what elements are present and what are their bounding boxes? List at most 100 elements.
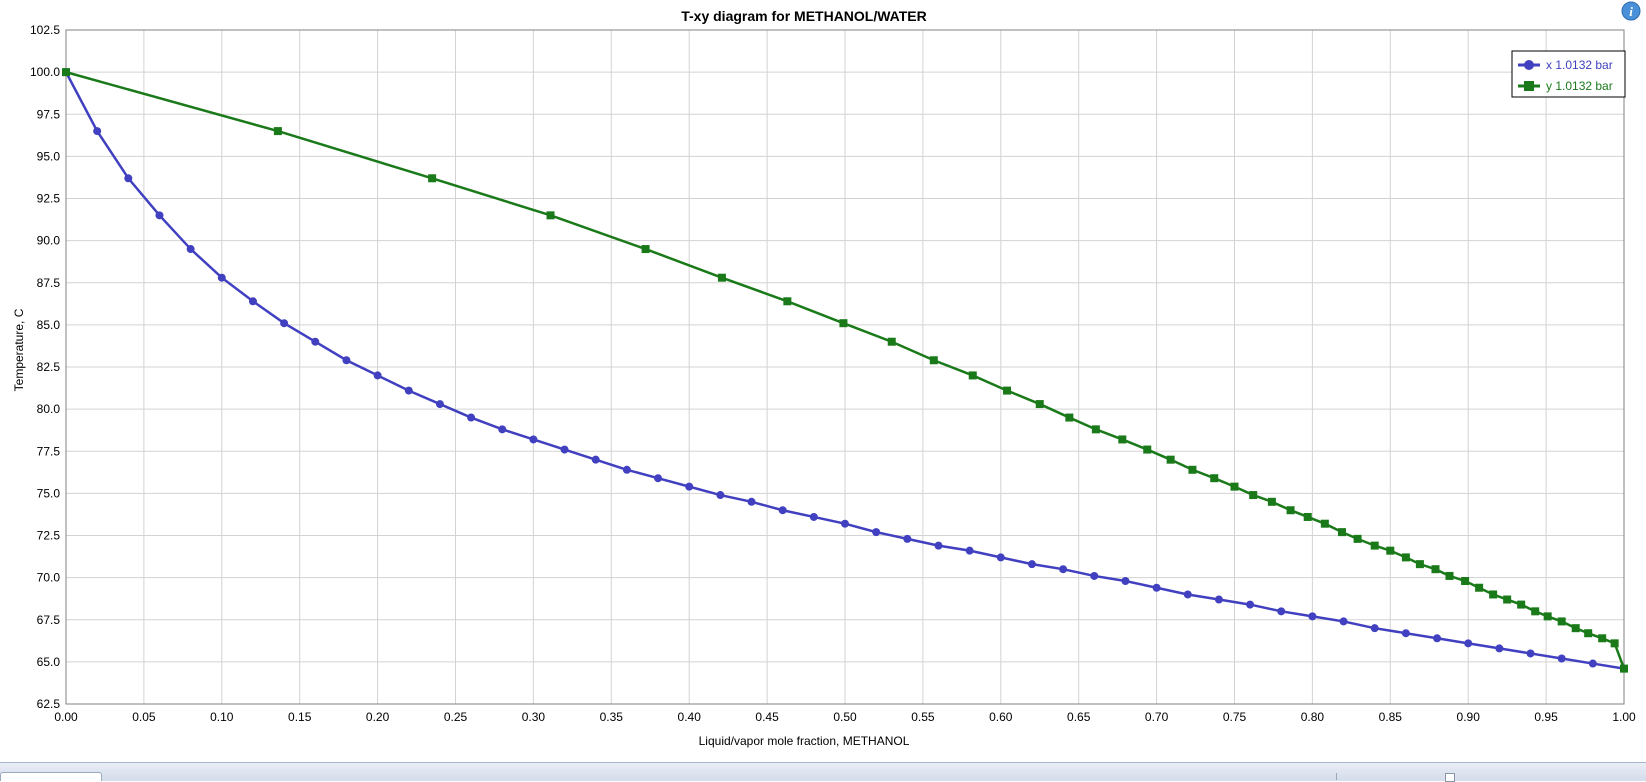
data-point [280,319,289,328]
data-point [217,273,226,282]
x-tick-label: 0.30 [522,710,546,724]
data-point [273,127,282,136]
x-tick-label: 0.40 [678,710,702,724]
data-point [311,337,320,346]
data-point [654,474,663,483]
data-point [968,371,977,380]
legend-label: x 1.0132 bar [1546,58,1613,72]
data-point [1401,553,1410,562]
data-point [1121,576,1130,585]
y-tick-label: 65.0 [37,655,61,669]
data-point [498,425,507,434]
data-point [1214,595,1223,604]
data-point [1475,583,1484,592]
data-point [1588,659,1597,668]
y-tick-label: 87.5 [37,276,61,290]
y-tick-label: 62.5 [37,697,61,711]
data-point [1386,546,1395,555]
data-point [1188,465,1197,474]
data-point [1370,624,1379,633]
y-tick-label: 75.0 [37,486,61,500]
data-point [783,297,792,306]
data-point [1557,654,1566,663]
x-tick-label: 0.95 [1534,710,1558,724]
y-tick-label: 85.0 [37,318,61,332]
data-point [1445,571,1454,580]
data-point [591,455,600,464]
legend: x 1.0132 bar y 1.0132 bar [1511,50,1626,98]
data-point [1489,590,1498,599]
y-tick-label: 77.5 [37,444,61,458]
data-point [809,512,818,521]
data-point [1210,474,1219,483]
data-point [872,528,881,537]
data-point [1526,649,1535,658]
data-point [1495,644,1504,653]
data-point [1090,571,1099,580]
data-point [841,519,849,528]
data-point [747,497,756,506]
y-tick-label: 102.5 [30,23,60,37]
y-tick-label: 82.5 [37,360,61,374]
y-axis-title: Temperature, C [12,308,26,391]
data-point [155,211,164,220]
data-point [560,445,569,454]
scrollbar-thumb[interactable] [1445,773,1455,782]
data-point [1338,528,1347,537]
x-tick-label: 0.45 [755,710,779,724]
y-tick-label: 95.0 [37,149,61,163]
data-point [186,245,195,254]
data-point [887,337,896,346]
x-tick-label: 0.70 [1145,710,1169,724]
data-point [62,68,70,77]
data-point [1620,664,1628,673]
x-tick-label: 0.25 [444,710,468,724]
data-point [1503,595,1512,604]
data-point [1249,491,1258,500]
x-tick-label: 0.85 [1379,710,1403,724]
data-point [1118,435,1127,444]
x-tick-label: 0.00 [54,710,78,724]
data-point [1003,386,1012,395]
x-tick-label: 0.50 [833,710,857,724]
data-point [965,546,974,555]
data-point [1464,639,1473,648]
data-point [1065,413,1074,422]
legend-label: y 1.0132 bar [1546,79,1613,93]
data-point [1166,455,1175,464]
data-point [404,386,413,395]
plot-area-frame [65,29,1625,705]
data-point [1431,565,1440,574]
y-tick-label: 97.5 [37,107,61,121]
data-point [641,245,650,254]
x-tick-label: 1.00 [1612,710,1636,724]
legend-marker [1524,60,1534,70]
data-point [1152,583,1161,592]
data-point [1571,624,1580,633]
tick-labels: 0.00 0.05 0.10 0.15 0.20 0.25 0.30 0.35 0.40 0.45… [30,23,1636,724]
data-point [1267,497,1276,506]
bottom-tab[interactable] [0,772,102,781]
y-tick-label: 80.0 [37,402,61,416]
info-icon-circle [1621,1,1641,21]
info-icon-glyph: i [1629,4,1633,19]
data-point [839,319,848,328]
data-point [903,534,912,543]
data-point [435,400,444,409]
data-point [1401,629,1410,638]
data-point [1091,425,1100,434]
y-tick-label: 70.0 [37,571,61,585]
data-point [1610,639,1619,648]
x-tick-label: 0.20 [366,710,390,724]
info-icon[interactable]: i [1621,1,1641,21]
horizontal-scrollbar[interactable] [1336,773,1637,780]
data-point [934,541,943,550]
data-point [1543,612,1552,621]
legend-marker [1524,81,1534,91]
data-point [1320,519,1329,528]
data-point [716,491,725,500]
data-point [1303,512,1312,521]
data-point [1370,541,1379,550]
x-tick-label: 0.75 [1223,710,1247,724]
